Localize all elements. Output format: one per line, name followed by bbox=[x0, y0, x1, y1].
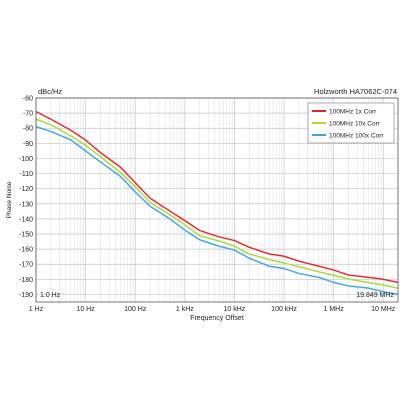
x-axis-label: Frequency Offset bbox=[190, 315, 244, 322]
y-tick-label: -160 bbox=[19, 247, 33, 254]
x-tick-label: 1 Hz bbox=[29, 306, 44, 313]
y-tick-label: -140 bbox=[19, 216, 33, 223]
x-tick-label: 100 kHz bbox=[271, 306, 297, 313]
y-tick-label: -60 bbox=[23, 96, 33, 103]
stop-frequency-label: 19.849 MHz bbox=[356, 292, 394, 299]
series-line bbox=[35, 118, 399, 290]
x-tick-label: 10 kHz bbox=[224, 306, 246, 313]
y-tick-label: -170 bbox=[19, 262, 33, 269]
x-tick-label: 1 kHz bbox=[176, 306, 194, 313]
legend-label: 100MHz 1x Corr bbox=[329, 109, 377, 116]
y-tick-label: -130 bbox=[19, 201, 33, 208]
y-tick-label: -100 bbox=[19, 156, 33, 163]
legend-label: 100MHz 10x Corr bbox=[329, 121, 381, 128]
x-tick-label: 10 MHz bbox=[371, 306, 396, 313]
y-tick-label: -190 bbox=[19, 292, 33, 299]
series-line bbox=[35, 126, 399, 296]
x-tick-label: 10 Hz bbox=[76, 306, 95, 313]
y-tick-label: -80 bbox=[23, 126, 33, 133]
series-line bbox=[35, 110, 399, 284]
series-layer bbox=[35, 110, 399, 296]
y-tick-label: -120 bbox=[19, 186, 33, 193]
y-tick-label: -90 bbox=[23, 141, 33, 148]
x-tick-label: 1 MHz bbox=[324, 306, 345, 313]
y-tick-label: -70 bbox=[23, 111, 33, 118]
y-tick-label: -150 bbox=[19, 232, 33, 239]
chart-title-right: Holzworth HA7062C-074 bbox=[314, 87, 397, 96]
x-tick-labels: 1 Hz 10 Hz 100 Hz 1 kHz 10 kHz 100 kHz 1 MHz 10… bbox=[29, 306, 396, 313]
plot-frame bbox=[35, 97, 399, 303]
y-tick-label: -110 bbox=[20, 171, 34, 178]
x-tick-label: 100 Hz bbox=[124, 306, 147, 313]
legend-entries: 100MHz 1x Corr 100MHz 10x Corr 100MHz 100x… bbox=[312, 109, 384, 140]
legend: 100MHz 1x Corr 100MHz 10x Corr 100MHz 100x… bbox=[307, 102, 395, 144]
y-tick-label: -180 bbox=[19, 277, 33, 284]
legend-label: 100MHz 100x Corr bbox=[329, 133, 384, 140]
y-axis-label: Phase Noise bbox=[6, 181, 13, 218]
minor-gridlines bbox=[50, 98, 382, 302]
y-unit-label: dBc/Hz bbox=[38, 87, 62, 96]
start-frequency-label: 1.0 Hz bbox=[40, 292, 61, 299]
y-tick-labels: -60 -70 -80 -90 -100 -110 -120 -130 -140 -150 -160… bbox=[19, 96, 33, 299]
